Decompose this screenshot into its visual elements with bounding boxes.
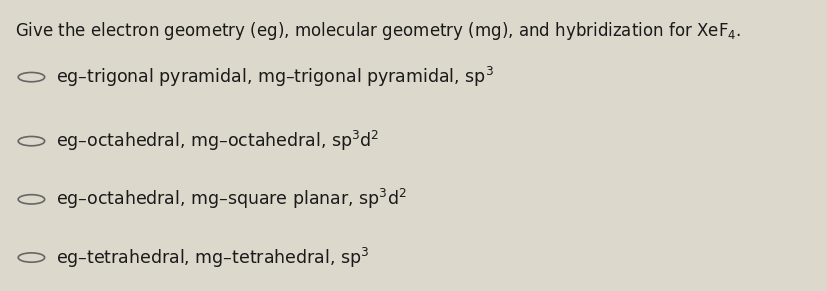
Text: eg–octahedral, mg–octahedral, sp$^3$d$^2$: eg–octahedral, mg–octahedral, sp$^3$d$^2… (56, 129, 380, 153)
Text: eg–octahedral, mg–square planar, sp$^3$d$^2$: eg–octahedral, mg–square planar, sp$^3$d… (56, 187, 407, 211)
Text: eg–trigonal pyramidal, mg–trigonal pyramidal, sp$^3$: eg–trigonal pyramidal, mg–trigonal pyram… (56, 65, 494, 89)
Text: eg–tetrahedral, mg–tetrahedral, sp$^3$: eg–tetrahedral, mg–tetrahedral, sp$^3$ (56, 246, 370, 269)
Text: Give the electron geometry (eg), molecular geometry (mg), and hybridization for : Give the electron geometry (eg), molecul… (15, 20, 741, 42)
